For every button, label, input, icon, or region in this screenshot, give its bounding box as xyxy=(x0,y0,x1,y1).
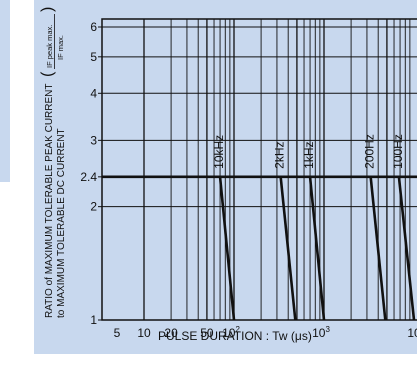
series-label: 10kHz xyxy=(212,135,226,169)
series-label: 1kHz xyxy=(302,141,316,168)
y-tick-label: 1 xyxy=(90,313,97,327)
x-tick-label: 20 xyxy=(164,326,178,340)
series-line xyxy=(369,176,387,321)
y-tick-label: 3 xyxy=(90,133,97,147)
y-tick-labels: 1 2 2.4 3 4 5 6 xyxy=(80,20,102,327)
fraction-close-paren: ) xyxy=(39,7,56,12)
y-axis-fraction-denominator: IF max. xyxy=(56,35,65,60)
y-axis-label-line1: RATIO of MAXIMUM TOLERABLE PEAK CURRENT xyxy=(44,84,55,319)
y-tick-label: 5 xyxy=(90,50,97,64)
y-axis-fraction-numerator: IF peak max. xyxy=(45,25,54,68)
y-axis-label: RATIO of MAXIMUM TOLERABLE PEAK CURRENT … xyxy=(44,84,67,319)
series-line xyxy=(308,176,326,321)
x-tick-label: 10 xyxy=(137,326,151,340)
x-tick-label: 50 xyxy=(200,326,214,340)
y-tick-label: 2 xyxy=(90,200,97,214)
series-labels: 10kHz 2kHz 1kHz 200Hz 100Hz xyxy=(212,134,405,169)
fraction-open-paren: ( xyxy=(39,71,56,77)
series-label: 2kHz xyxy=(273,141,287,168)
y-tick-label: 2.4 xyxy=(80,170,97,184)
y-tick-label: 4 xyxy=(90,86,97,100)
grid xyxy=(102,19,417,321)
series-line xyxy=(279,176,297,321)
series-label: 100Hz xyxy=(391,134,405,169)
y-axis-label-line2: to MAXIMUM TOLERABLE DC CURRENT xyxy=(56,128,67,318)
plot-frame xyxy=(101,18,417,321)
y-tick-label: 6 xyxy=(90,20,97,34)
series-line xyxy=(397,176,416,321)
curves xyxy=(102,175,417,321)
y-axis-fraction: ( IF peak max. IF max. ) xyxy=(39,7,65,77)
x-tick-label: 103 xyxy=(312,325,330,340)
x-axis-label: PULSE DURATION : Tw (μs) xyxy=(158,329,312,343)
x-tick-label: 5 xyxy=(114,326,121,340)
series-line xyxy=(218,176,236,321)
x-tick-label: 10 xyxy=(407,326,417,340)
side-strip xyxy=(0,0,10,182)
series-label: 200Hz xyxy=(363,134,377,169)
